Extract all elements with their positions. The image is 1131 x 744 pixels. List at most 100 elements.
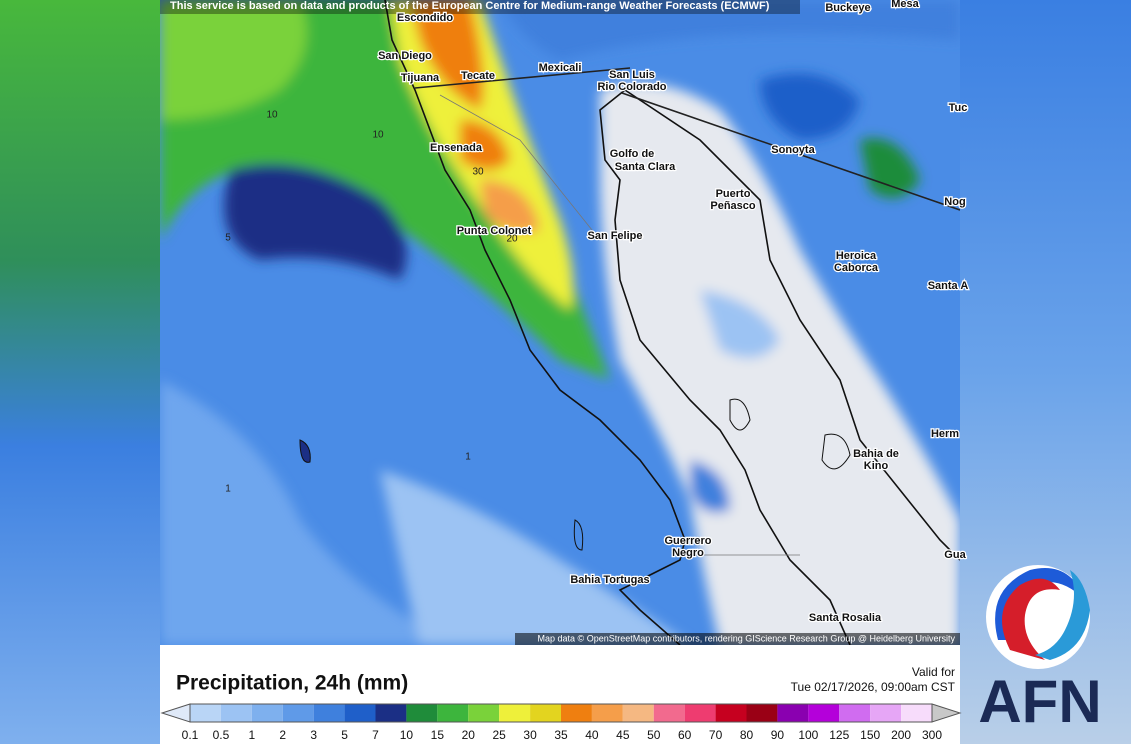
colorbar-tick-label: 0.5 — [213, 728, 230, 742]
colorbar-segment — [190, 704, 221, 722]
place-label: Santa A — [928, 280, 969, 292]
left-backdrop — [0, 0, 160, 744]
colorbar: 0.1 0.5 1 2 3 5 7 10 15 20 25 30 35 40 45 50 60 70 80 90 100… — [160, 703, 962, 742]
colorbar-tick-label: 25 — [492, 728, 506, 742]
colorbar-tick-label: 15 — [431, 728, 445, 742]
place-label: Kino — [864, 460, 889, 472]
colorbar-segment — [715, 704, 747, 722]
colorbar-segment — [251, 704, 283, 722]
place-label: San Diego — [378, 50, 432, 62]
place-label: Golfo de — [610, 148, 655, 160]
colorbar-segment — [622, 704, 654, 722]
colorbar-tick-label: 300 — [922, 728, 942, 742]
contour-label: 30 — [472, 167, 484, 178]
colorbar-frame — [189, 703, 933, 723]
colorbar-segment — [313, 704, 345, 722]
place-label: Nog — [944, 196, 965, 208]
legend-panel — [160, 645, 960, 744]
colorbar-tick-label: 45 — [616, 728, 630, 742]
contour-label: 20 — [506, 234, 518, 245]
colorbar-segment — [530, 704, 561, 722]
colorbar-segment — [808, 704, 840, 722]
place-label: Ensenada — [430, 142, 483, 154]
place-label: Santa Rosalia — [809, 612, 882, 624]
colorbar-tick-label: 30 — [523, 728, 537, 742]
colorbar-tick-label: 200 — [891, 728, 911, 742]
place-label: Herm — [931, 428, 959, 440]
colorbar-tick-label: 10 — [400, 728, 414, 742]
place-labels: Escondido San Diego Tijuana Tecate Mexicali S… — [225, 0, 969, 625]
place-label: Puerto — [716, 188, 751, 200]
place-label: Peñasco — [710, 200, 756, 212]
place-label: Bahia Tortugas — [570, 574, 649, 586]
place-label: Santa Clara — [615, 161, 676, 173]
place-label: Sonoyta — [771, 144, 815, 156]
colorbar-tick-label: 20 — [462, 728, 476, 742]
colorbar-segment — [375, 704, 407, 722]
place-label: Guerrero — [664, 535, 711, 547]
colorbar-tick-label: 3 — [310, 728, 317, 742]
colorbar-segment — [839, 704, 871, 722]
place-label: Tuc — [949, 102, 968, 114]
colorbar-segment — [684, 704, 716, 722]
colorbar-tick-label: 0.1 — [182, 728, 199, 742]
colorbar-segment — [406, 704, 438, 722]
colorbar-tick-label: 60 — [678, 728, 692, 742]
colorbar-tick-label: 100 — [798, 728, 818, 742]
colorbar-segment — [437, 704, 469, 722]
contour-label: 5 — [225, 233, 231, 244]
place-label: Mexicali — [539, 62, 582, 74]
valid-time: Tue 02/17/2026, 09:00am CST — [791, 680, 956, 694]
colorbar-segment — [591, 704, 623, 722]
colorbar-segment — [344, 704, 376, 722]
colorbar-segment — [653, 704, 685, 722]
place-label: Caborca — [834, 262, 879, 274]
contour-label: 1 — [225, 484, 231, 495]
place-label: Gua — [944, 549, 966, 561]
colorbar-tick-label: 40 — [585, 728, 599, 742]
colorbar-segment — [282, 704, 314, 722]
colorbar-tick-label: 1 — [248, 728, 255, 742]
colorbar-segment — [901, 704, 932, 722]
colorbar-segment — [468, 704, 500, 722]
colorbar-tick-label: 2 — [279, 728, 286, 742]
valid-label: Valid for — [912, 665, 955, 679]
map-credit: Map data © OpenStreetMap contributors, r… — [538, 633, 956, 643]
place-label: Rio Colorado — [597, 81, 666, 93]
colorbar-tick-label: 125 — [829, 728, 849, 742]
colorbar-segment — [499, 704, 531, 722]
colorbar-segment — [561, 704, 592, 722]
colorbar-segment — [746, 704, 778, 722]
place-label: Tijuana — [401, 72, 440, 84]
contour-label: 10 — [266, 110, 278, 121]
attribution: This service is based on data and produc… — [170, 0, 770, 12]
colorbar-tick-label: 5 — [341, 728, 348, 742]
colorbar-tick-label: 90 — [771, 728, 785, 742]
colorbar-tick-label: 35 — [554, 728, 568, 742]
place-label: Escondido — [397, 12, 454, 24]
colorbar-tick-label: 50 — [647, 728, 661, 742]
colorbar-tick-label: 80 — [740, 728, 754, 742]
colorbar-tick-label: 70 — [709, 728, 723, 742]
place-label: San Felipe — [587, 230, 642, 242]
header-strip — [160, 0, 800, 14]
place-label: Mesa — [891, 0, 919, 10]
colorbar-segment — [220, 704, 252, 722]
logo-text: AFN — [978, 668, 1101, 735]
colorbar-tick-label: 7 — [372, 728, 379, 742]
credit-strip — [515, 633, 960, 645]
colorbar-segment — [777, 704, 809, 722]
colorbar-tick-label: 150 — [860, 728, 880, 742]
contour-label: 10 — [372, 130, 384, 141]
place-label: San Luis — [609, 69, 655, 81]
place-label: Bahia de — [853, 448, 899, 460]
place-label: Punta Colonet — [457, 225, 532, 237]
place-label: Buckeye — [825, 2, 870, 14]
place-label: Tecate — [461, 70, 495, 82]
colorbar-segment — [870, 704, 902, 722]
legend-title: Precipitation, 24h (mm) — [176, 672, 408, 695]
afn-logo: AFN — [978, 565, 1102, 735]
place-label: Heroica — [836, 250, 877, 262]
map — [160, 0, 960, 645]
